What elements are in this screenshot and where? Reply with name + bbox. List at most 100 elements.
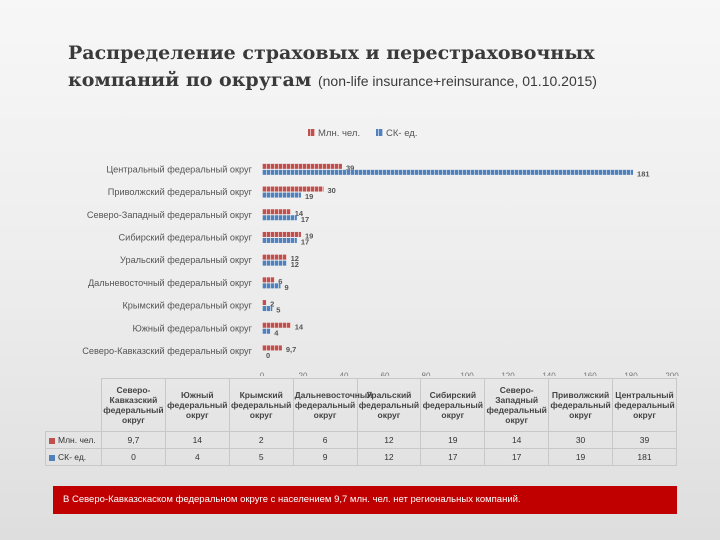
x-tick-label: 0 — [260, 371, 265, 376]
chart-legend: Млн. чел. СК- ед. — [308, 128, 417, 139]
bar-value-label: 9 — [284, 283, 288, 292]
category-label: Южный федеральный округ — [132, 323, 252, 333]
category-label: Центральный федеральный округ — [106, 164, 252, 174]
bar-companies — [262, 192, 301, 198]
bar-chart: Млн. чел. СК- ед. Центральный федеральный… — [82, 128, 679, 376]
data-table-column-header: Сибирский федеральный округ — [420, 378, 486, 432]
bar-value-label: 4 — [274, 328, 279, 337]
bar-value-label: 12 — [291, 260, 299, 269]
data-table-cell: 2 — [228, 431, 294, 449]
data-table-column-header: Крымский федеральный округ — [228, 378, 294, 432]
data-table-cell: 19 — [548, 448, 613, 466]
data-table-cell: 19 — [420, 431, 486, 449]
legend-swatch-0 — [308, 129, 315, 136]
bar-companies — [262, 306, 273, 312]
category-label: Крымский федеральный округ — [122, 301, 252, 311]
data-table-column-header: Уральский федеральный округ — [356, 378, 422, 432]
page-subtitle: (non-life insurance+reinsurance, 01.10.2… — [317, 73, 597, 89]
x-tick-label: 40 — [340, 371, 349, 376]
bar-population — [262, 186, 324, 192]
category-label: Северо-Кавказский федеральный округ — [82, 346, 252, 356]
data-table-row-swatch — [49, 454, 55, 461]
legend-label-0: Млн. чел. — [318, 128, 360, 139]
data-table-cell: 39 — [612, 431, 677, 449]
bar-value-label: 19 — [305, 231, 313, 240]
data-table-column-header: Северо-Кавказский федеральный округ — [101, 378, 166, 432]
data-table-row-companies: СК- ед. 0 4 5 9 12 17 17 19 181 — [45, 448, 677, 466]
data-table-row-label: СК- ед. — [45, 448, 102, 466]
bar-value-label: 19 — [305, 192, 313, 201]
bar-population — [262, 300, 267, 306]
bar-companies — [262, 215, 297, 221]
data-table-cell: 5 — [228, 448, 294, 466]
bar-value-label: 12 — [291, 254, 299, 263]
bar-value-label: 14 — [295, 322, 304, 331]
bar-companies — [262, 283, 281, 289]
data-table-column-header: Дальневосточный федеральный округ — [292, 378, 372, 432]
data-table-cell: 14 — [484, 431, 550, 449]
data-table-header: Северо-Кавказский федеральный округ Южный… — [45, 378, 677, 432]
data-table-row-swatch — [49, 437, 55, 444]
bar-value-label: 6 — [278, 277, 282, 286]
x-tick-label: 20 — [299, 371, 308, 376]
bar-population — [262, 209, 291, 215]
category-label: Сибирский федеральный округ — [119, 232, 253, 242]
bar-population — [262, 322, 291, 328]
bar-value-label: 14 — [295, 209, 304, 218]
data-table-cell: 9,7 — [101, 431, 166, 449]
bar-value-label: 9,7 — [286, 345, 296, 354]
x-tick-label: 160 — [583, 371, 597, 376]
data-table-cell: 17 — [484, 448, 550, 466]
legend-label-1: СК- ед. — [386, 128, 417, 139]
category-label: Уральский федеральный округ — [120, 255, 253, 265]
data-table-cell: 9 — [292, 448, 358, 466]
data-table-cell: 12 — [356, 431, 422, 449]
data-table-cell: 14 — [164, 431, 230, 449]
data-table-cell: 6 — [292, 431, 358, 449]
bar-value-label: 17 — [301, 237, 309, 246]
bar-population — [262, 163, 342, 169]
bar-population — [262, 254, 287, 260]
data-table-cell: 17 — [420, 448, 486, 466]
data-table-cell: 30 — [548, 431, 613, 449]
x-axis: 0 20 40 60 80 100 120 140 160 180 200 — [260, 371, 679, 376]
data-table-cell: 12 — [356, 448, 422, 466]
bar-population — [262, 231, 301, 237]
bar-companies — [262, 260, 287, 266]
data-table-cell: 0 — [101, 448, 166, 466]
data-table-column-header: Северо-Западный федеральный округ — [484, 378, 550, 432]
data-table-column-header: Южный федеральный округ — [164, 378, 230, 432]
category-labels: Центральный федеральный округ Приволжский… — [82, 164, 252, 356]
bar-companies — [262, 169, 634, 175]
bar-value-label: 30 — [328, 186, 336, 195]
x-tick-label: 180 — [624, 371, 638, 376]
data-table-column-header: Центральный федеральный округ — [612, 378, 677, 432]
x-tick-label: 200 — [665, 371, 679, 376]
bar-companies — [262, 328, 271, 334]
category-label: Приволжский федеральный округ — [108, 187, 253, 197]
page-title: Распределение страховых и перестраховочн… — [68, 40, 708, 95]
category-label: Дальневосточный федеральный округ — [88, 278, 253, 288]
x-tick-label: 120 — [501, 371, 515, 376]
bar-value-label: 0 — [266, 351, 270, 360]
x-tick-label: 80 — [422, 371, 431, 376]
x-tick-label: 140 — [542, 371, 556, 376]
bar-companies — [262, 237, 297, 243]
data-table-cell: 4 — [164, 448, 230, 466]
bar-value-label: 2 — [270, 300, 274, 309]
x-tick-label: 60 — [381, 371, 390, 376]
bar-value-label: 181 — [637, 169, 650, 178]
bar-value-label: 5 — [276, 306, 280, 315]
data-table-row-label: Млн. чел. — [45, 431, 102, 449]
bar-population — [262, 345, 282, 351]
data-table-column-header: Приволжский федеральный округ — [548, 378, 613, 432]
data-table-cell: 181 — [612, 448, 677, 466]
legend-swatch-1 — [376, 129, 383, 136]
category-label: Северо-Западный федеральный округ — [87, 210, 253, 220]
footnote-banner: В Северо-Кавказскаском федеральном округ… — [53, 486, 677, 514]
data-table-row-population: Млн. чел. 9,7 14 2 6 12 19 14 30 39 — [45, 431, 677, 449]
bar-population — [262, 277, 275, 283]
bar-value-label: 39 — [346, 163, 354, 172]
data-table: Северо-Кавказский федеральный округ Южный… — [45, 378, 677, 466]
